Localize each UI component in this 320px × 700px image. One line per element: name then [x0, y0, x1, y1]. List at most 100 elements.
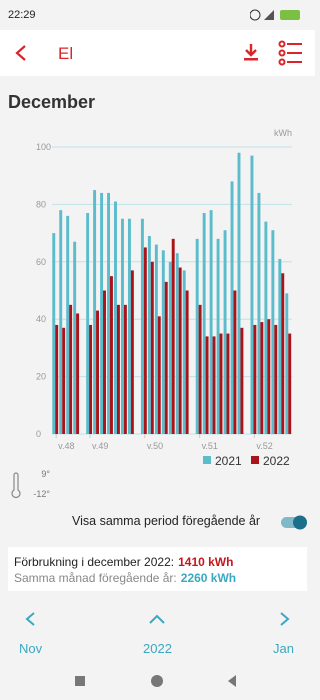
- bar: [55, 324, 59, 434]
- year-label[interactable]: 2022: [143, 641, 172, 656]
- bar: [171, 238, 175, 434]
- bar: [253, 324, 257, 434]
- bar: [185, 290, 189, 434]
- x-tick-label: v.50: [147, 441, 163, 451]
- bar: [86, 213, 90, 434]
- bar: [216, 238, 220, 434]
- bar: [195, 238, 199, 434]
- bar: [288, 333, 292, 434]
- bar: [233, 290, 237, 434]
- x-tick-label: v.51: [202, 441, 218, 451]
- bar: [147, 235, 151, 434]
- bar: [62, 327, 66, 434]
- bar: [250, 155, 254, 435]
- download-button[interactable]: [242, 43, 260, 63]
- bar: [285, 293, 289, 434]
- clock: 22:29: [8, 9, 36, 21]
- bar: [257, 192, 261, 434]
- y-tick-label: 100: [36, 142, 51, 152]
- bar: [161, 250, 165, 434]
- status-bar: 22:29: [0, 0, 315, 30]
- bar: [103, 290, 106, 434]
- current-value: 1410 kWh: [178, 555, 234, 569]
- bar: [267, 319, 271, 434]
- bar: [123, 304, 127, 434]
- legend-swatch: [251, 456, 259, 464]
- bar: [110, 276, 113, 434]
- y-tick-label: 40: [36, 314, 46, 324]
- bar: [66, 215, 70, 434]
- system-nav: [0, 664, 315, 700]
- bar: [96, 310, 99, 434]
- page-heading: December: [8, 92, 96, 112]
- back-button[interactable]: [14, 44, 30, 62]
- x-tick-label: v.52: [256, 441, 272, 451]
- bar: [100, 192, 104, 434]
- bar: [240, 327, 244, 434]
- back-nav-button[interactable]: [228, 675, 236, 687]
- consumption-chart: kWh 0 20 40 60 80 100 v.48 v.49 v.50 v.51 v.52 2021 2…: [11, 128, 292, 499]
- summary-box: Förbrukning i december 2022: 1410 kWh Sam…: [8, 547, 307, 591]
- bar: [202, 213, 206, 434]
- bar: [143, 247, 147, 434]
- y-tick-label: 80: [36, 199, 46, 209]
- menu-button[interactable]: [278, 40, 304, 66]
- period-nav: Nov 2022 Jan: [0, 605, 315, 656]
- y-axis-label: kWh: [274, 128, 292, 138]
- bar: [114, 201, 117, 434]
- bar: [205, 336, 209, 434]
- bar: [230, 181, 234, 434]
- next-label[interactable]: Jan: [273, 641, 294, 656]
- bar: [121, 218, 124, 434]
- bar: [93, 190, 97, 434]
- y-tick-label: 9°: [41, 469, 50, 479]
- y-tick-label: 60: [36, 257, 46, 267]
- toggle-switch[interactable]: [280, 512, 310, 532]
- bar: [178, 267, 182, 434]
- bar: [52, 233, 56, 434]
- bar: [271, 230, 275, 434]
- up-arrow[interactable]: [148, 613, 166, 625]
- header-title: El: [58, 44, 74, 63]
- previous-label: Samma månad föregående år:: [14, 571, 177, 585]
- next-arrow[interactable]: [277, 611, 291, 627]
- bar: [76, 313, 80, 434]
- status-icons: [250, 9, 300, 21]
- previous-row: Samma månad föregående år: 2260 kWh: [14, 571, 236, 585]
- bar: [150, 261, 154, 434]
- bar: [164, 281, 168, 434]
- current-row: Förbrukning i december 2022: 1410 kWh: [14, 555, 233, 569]
- bar: [182, 270, 186, 434]
- legend-label: 2022: [263, 454, 290, 468]
- x-tick-label: v.48: [58, 441, 74, 451]
- bar: [209, 210, 213, 434]
- bar: [278, 258, 282, 434]
- legend-label: 2021: [215, 454, 242, 468]
- y-tick-label: 0: [36, 429, 41, 439]
- bar: [226, 333, 230, 434]
- prev-label[interactable]: Nov: [19, 641, 43, 656]
- bar: [154, 244, 158, 434]
- bar: [130, 270, 134, 434]
- bar: [157, 316, 161, 434]
- bar: [107, 192, 111, 434]
- bar: [175, 253, 179, 434]
- bar: [168, 261, 172, 434]
- prev-arrow[interactable]: [24, 611, 38, 627]
- bar: [260, 322, 264, 434]
- recents-button[interactable]: [75, 676, 85, 686]
- home-button[interactable]: [151, 675, 163, 687]
- bar: [89, 324, 93, 434]
- bar: [127, 218, 131, 434]
- y-tick-label: -12°: [33, 489, 50, 499]
- bar: [198, 304, 202, 434]
- bar: [73, 241, 77, 434]
- bar: [237, 152, 241, 435]
- bar: [281, 273, 285, 434]
- bar: [212, 336, 216, 434]
- bar: [69, 304, 73, 434]
- bar: [219, 333, 223, 434]
- thermometer-icon: [11, 472, 21, 498]
- bar: [116, 304, 120, 434]
